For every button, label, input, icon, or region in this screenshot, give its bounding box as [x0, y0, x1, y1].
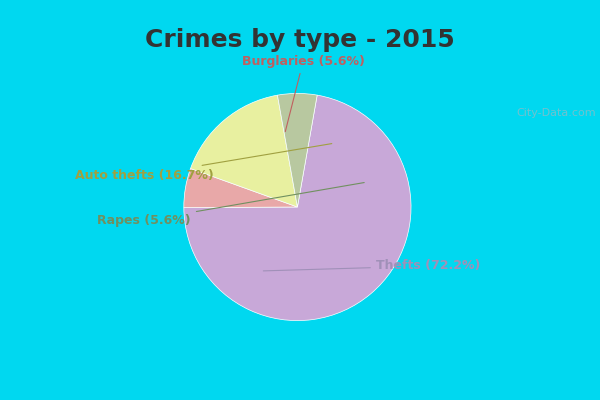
Wedge shape [184, 168, 298, 208]
Text: Auto thefts (16.7%): Auto thefts (16.7%) [74, 144, 332, 182]
Text: Crimes by type - 2015: Crimes by type - 2015 [145, 28, 455, 52]
Text: Burglaries (5.6%): Burglaries (5.6%) [242, 55, 365, 132]
Text: Rapes (5.6%): Rapes (5.6%) [97, 182, 364, 227]
Wedge shape [277, 93, 317, 207]
Text: Thefts (72.2%): Thefts (72.2%) [263, 260, 480, 272]
Wedge shape [184, 95, 411, 320]
Wedge shape [191, 95, 298, 207]
Text: City-Data.com: City-Data.com [516, 108, 596, 118]
